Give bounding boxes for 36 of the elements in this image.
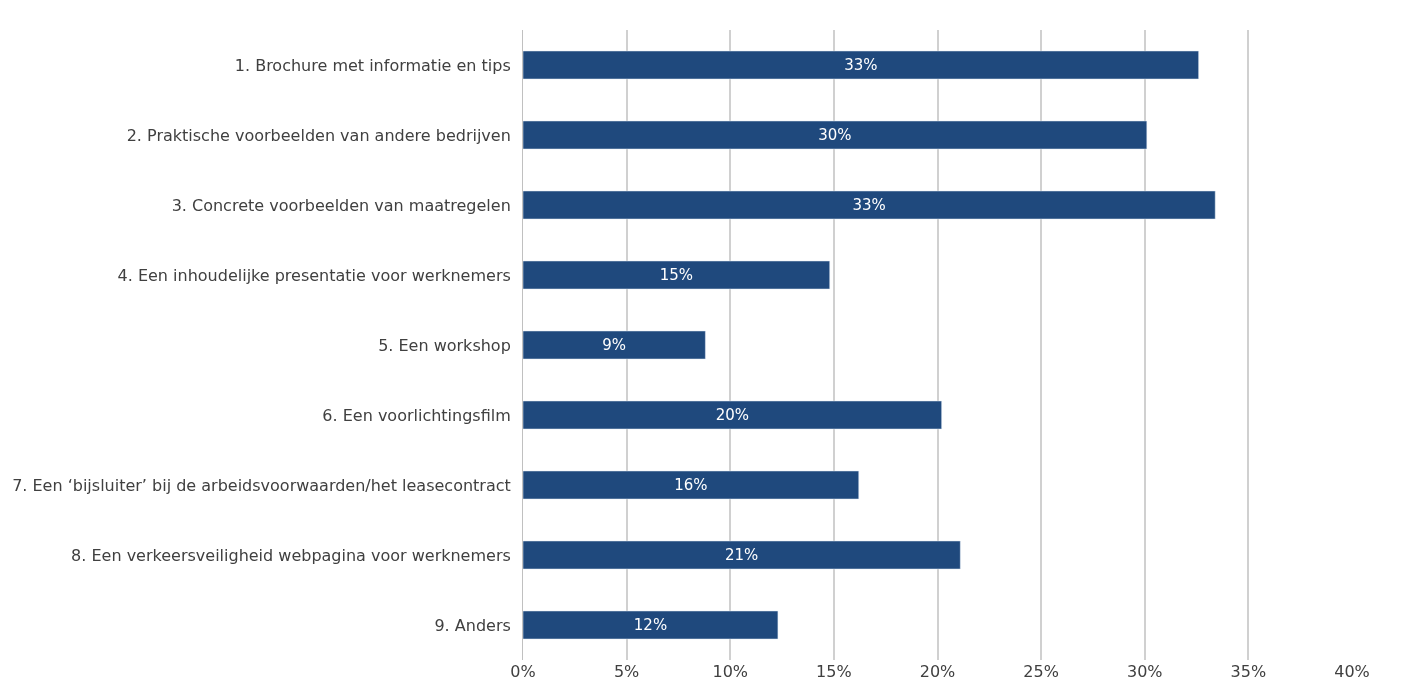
x-tick-label: 30% — [1126, 662, 1163, 681]
bar — [523, 120, 1148, 150]
bar — [523, 400, 942, 430]
y-tick-label: 7. Een ‘bijsluiter’ bij de arbeidsvoorwaarden/het leasecontract — [12, 475, 511, 495]
data-label: 33% — [852, 196, 886, 214]
data-label: 9% — [602, 336, 627, 354]
x-tick-label: 25% — [1023, 662, 1059, 681]
x-tick-label: 0% — [510, 662, 536, 681]
y-tick-label: 9. Anders — [434, 615, 511, 635]
y-tick-label: 6. Een voorlichtingsfilm — [322, 405, 511, 425]
data-label: 30% — [818, 126, 852, 144]
bar — [523, 470, 859, 500]
y-tick-label: 1. Brochure met informatie en tips — [234, 55, 511, 75]
bar — [523, 540, 961, 570]
x-tick-label: 35% — [1230, 662, 1267, 681]
y-tick-label: 3. Concrete voorbeelden van maatregelen — [171, 195, 511, 215]
bar — [523, 330, 706, 360]
y-tick-label: 2. Praktische voorbeelden van andere bedrijven — [126, 125, 511, 145]
data-label: 15% — [659, 266, 694, 284]
data-label: 33% — [844, 56, 878, 74]
y-tick-label: 8. Een verkeersveiligheid webpagina voor werknemers — [71, 545, 511, 565]
data-label: 12% — [633, 616, 668, 634]
x-tick-label: 20% — [919, 662, 956, 681]
y-tick-label: 4. Een inhoudelijke presentatie voor werknemers — [117, 265, 511, 285]
y-tick-label: 5. Een workshop — [378, 335, 511, 355]
x-tick-label: 40% — [1334, 662, 1370, 681]
bar — [523, 190, 1216, 220]
data-label: 16% — [674, 476, 708, 494]
x-tick-label: 10% — [712, 662, 749, 681]
bar — [523, 50, 1199, 80]
bar — [523, 610, 779, 640]
x-tick-label: 15% — [816, 662, 852, 681]
data-label: 20% — [715, 406, 749, 424]
data-label: 21% — [724, 546, 759, 564]
bar — [523, 260, 830, 290]
x-tick-label: 5% — [613, 662, 640, 681]
